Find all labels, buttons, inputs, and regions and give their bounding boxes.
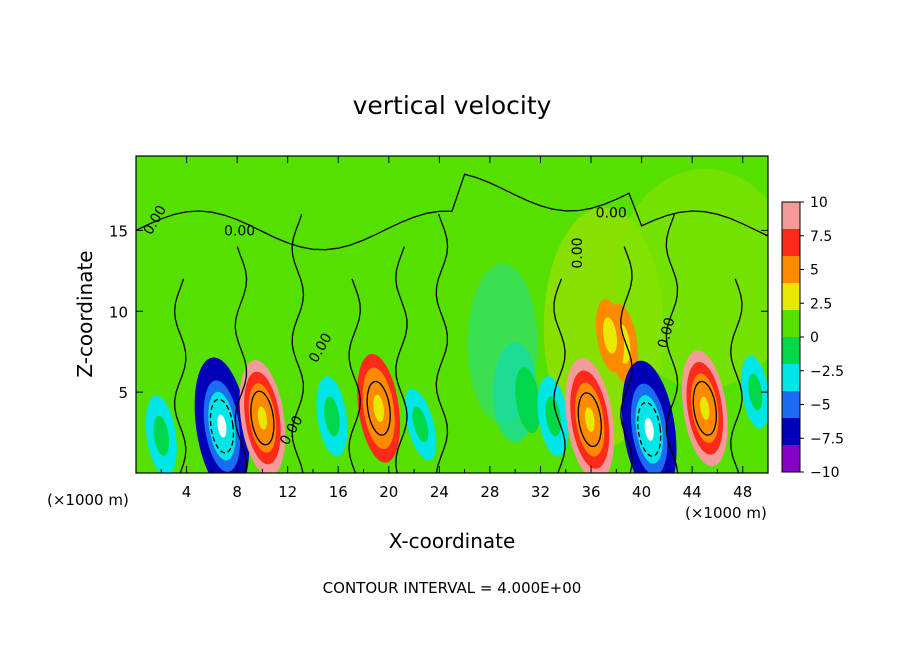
y-tick-labels: 5 10 15 <box>109 222 128 402</box>
plot-area: 0.00 0.000.000.000.000.000.00 <box>135 155 769 474</box>
colorbar-swatch <box>782 256 800 283</box>
x-unit-right: (×1000 m) <box>685 504 767 522</box>
field-level <box>373 394 385 422</box>
x-tick-label: 32 <box>531 483 550 501</box>
axis-ticks <box>136 156 768 473</box>
plot-frame <box>135 155 769 474</box>
x-tick-label: 16 <box>329 483 348 501</box>
zero-contour <box>173 278 187 473</box>
field-level <box>644 417 654 441</box>
y-tick-label: 10 <box>109 303 128 321</box>
field-level <box>748 373 763 411</box>
zero-contour <box>348 278 361 473</box>
colorbar-swatch <box>782 418 800 445</box>
field-level <box>515 367 541 434</box>
x-tick-labels: 4 8 12 16 20 24 28 32 36 40 44 48 <box>182 483 752 501</box>
x-tick-label: 48 <box>733 483 752 501</box>
colorbar-tick-label: 0 <box>810 330 819 346</box>
zero-contour <box>136 173 768 251</box>
field-level <box>700 396 710 420</box>
colorbar-tick-label: 2.5 <box>810 296 832 312</box>
contour-label: 0.00 <box>596 205 627 221</box>
y-tick-label: 15 <box>109 222 128 240</box>
cell-contour <box>577 392 602 448</box>
zero-contour <box>553 278 566 473</box>
x-tick-label: 24 <box>430 483 449 501</box>
cell-contour <box>250 390 275 446</box>
field-band <box>614 168 768 389</box>
colorbar-tick-label: −5 <box>810 398 831 414</box>
zero-contours <box>136 173 768 473</box>
x-tick-label: 12 <box>278 483 297 501</box>
field-level <box>257 406 267 430</box>
field-level <box>153 415 170 456</box>
colorbar-tick-label: −7.5 <box>810 431 844 447</box>
field-level <box>584 407 595 432</box>
x-unit-left: (×1000 m) <box>47 491 129 509</box>
zero-contour <box>234 246 248 473</box>
colorbar-tick-label: 10 <box>810 195 828 211</box>
colorbar-swatch <box>782 364 800 391</box>
colorbar-tick-label: 5 <box>810 263 819 279</box>
x-tick-label: 36 <box>581 483 600 501</box>
colorbar-swatch <box>782 310 800 337</box>
zero-contour <box>620 246 633 473</box>
colorbar-swatch <box>782 391 800 418</box>
field-level <box>545 396 561 437</box>
contour-label: 0.00 <box>655 316 679 350</box>
x-tick-label: 4 <box>182 483 192 501</box>
x-tick-label: 40 <box>632 483 651 501</box>
zero-contour <box>730 278 743 473</box>
contour-label: 0.00 <box>570 237 586 268</box>
zero-contour <box>435 213 449 473</box>
colorbar-swatch <box>782 283 800 310</box>
x-tick-label: 44 <box>683 483 702 501</box>
zero-contour <box>395 246 408 473</box>
colorbar-tick-label: −2.5 <box>810 364 844 380</box>
colorbar-swatch <box>782 229 800 256</box>
field-level <box>412 406 429 443</box>
colorbar-swatch <box>782 337 800 364</box>
contour-label: 0.00 <box>224 223 255 239</box>
colorbar-tick-label: −10 <box>810 465 840 481</box>
x-axis-label: X-coordinate <box>389 529 516 553</box>
colorbar-swatch <box>782 202 800 229</box>
velocity-field <box>145 168 768 473</box>
cell-contour <box>692 380 717 436</box>
colorbar-tick-label: 7.5 <box>810 229 832 245</box>
x-tick-label: 8 <box>232 483 242 501</box>
contour-interval-note: CONTOUR INTERVAL = 4.000E+00 <box>323 579 582 597</box>
field-level <box>324 396 340 437</box>
field-level <box>602 317 618 354</box>
zero-contour <box>291 213 305 473</box>
x-tick-label: 20 <box>379 483 398 501</box>
y-tick-label: 5 <box>118 384 128 402</box>
cell-contour <box>209 398 235 454</box>
x-tick-label: 28 <box>480 483 499 501</box>
chart-title: vertical velocity <box>353 91 552 120</box>
colorbar: 10 7.5 5 2.5 0 −2.5 −5 −7.5 −10 <box>781 195 844 481</box>
colorbar-swatch <box>782 445 800 472</box>
zero-contour <box>665 213 679 473</box>
y-axis-label: Z-coordinate <box>73 250 97 377</box>
field-level <box>217 414 227 438</box>
cell-contour <box>366 380 391 436</box>
cell-contour <box>637 401 662 457</box>
